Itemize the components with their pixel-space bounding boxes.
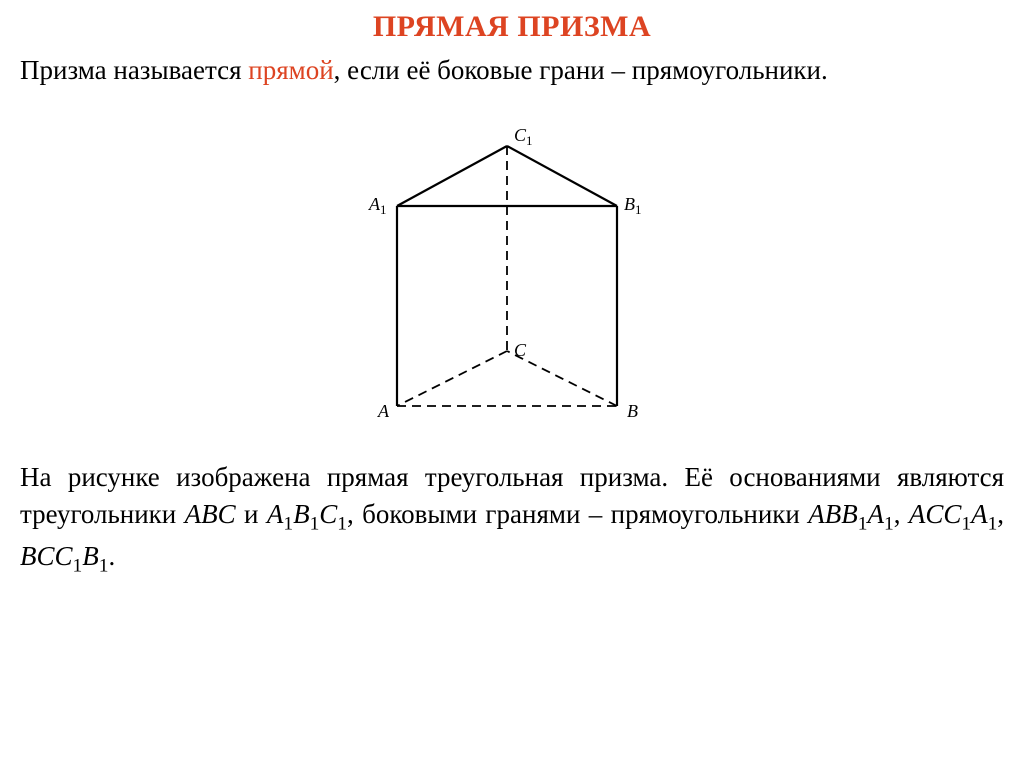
svg-text:C1: C1	[514, 125, 533, 148]
rect-3: BCC1B1	[20, 541, 108, 571]
rect-1: ABB1A1	[808, 499, 893, 529]
definition-suffix: , если её боковые грани – прямоугольники…	[334, 55, 828, 85]
desc-and: и	[236, 499, 267, 529]
description-text: На рисунке изображена прямая треугольная…	[20, 459, 1004, 579]
definition-prefix: Призма называется	[20, 55, 248, 85]
svg-text:A1: A1	[368, 194, 386, 217]
diagram-container: A B C A1 B1 C1	[20, 106, 1004, 441]
svg-text:A: A	[377, 401, 390, 421]
definition-text: Призма называется прямой, если её боковы…	[20, 52, 1004, 88]
triangle-a1b1c1: A1B1C1	[267, 499, 347, 529]
comma1: ,	[894, 499, 909, 529]
definition-highlight: прямой	[248, 55, 333, 85]
svg-text:B: B	[627, 401, 638, 421]
desc-part2: , боковыми гранями – прямоугольники	[347, 499, 808, 529]
svg-text:C: C	[514, 340, 527, 360]
period: .	[108, 541, 115, 571]
triangle-abc: ABC	[185, 499, 236, 529]
rect-2: ACC1A1	[909, 499, 997, 529]
comma2: ,	[997, 499, 1004, 529]
page-title: ПРЯМАЯ ПРИЗМА	[20, 10, 1004, 44]
svg-text:B1: B1	[624, 194, 641, 217]
prism-diagram: A B C A1 B1 C1	[342, 106, 682, 441]
